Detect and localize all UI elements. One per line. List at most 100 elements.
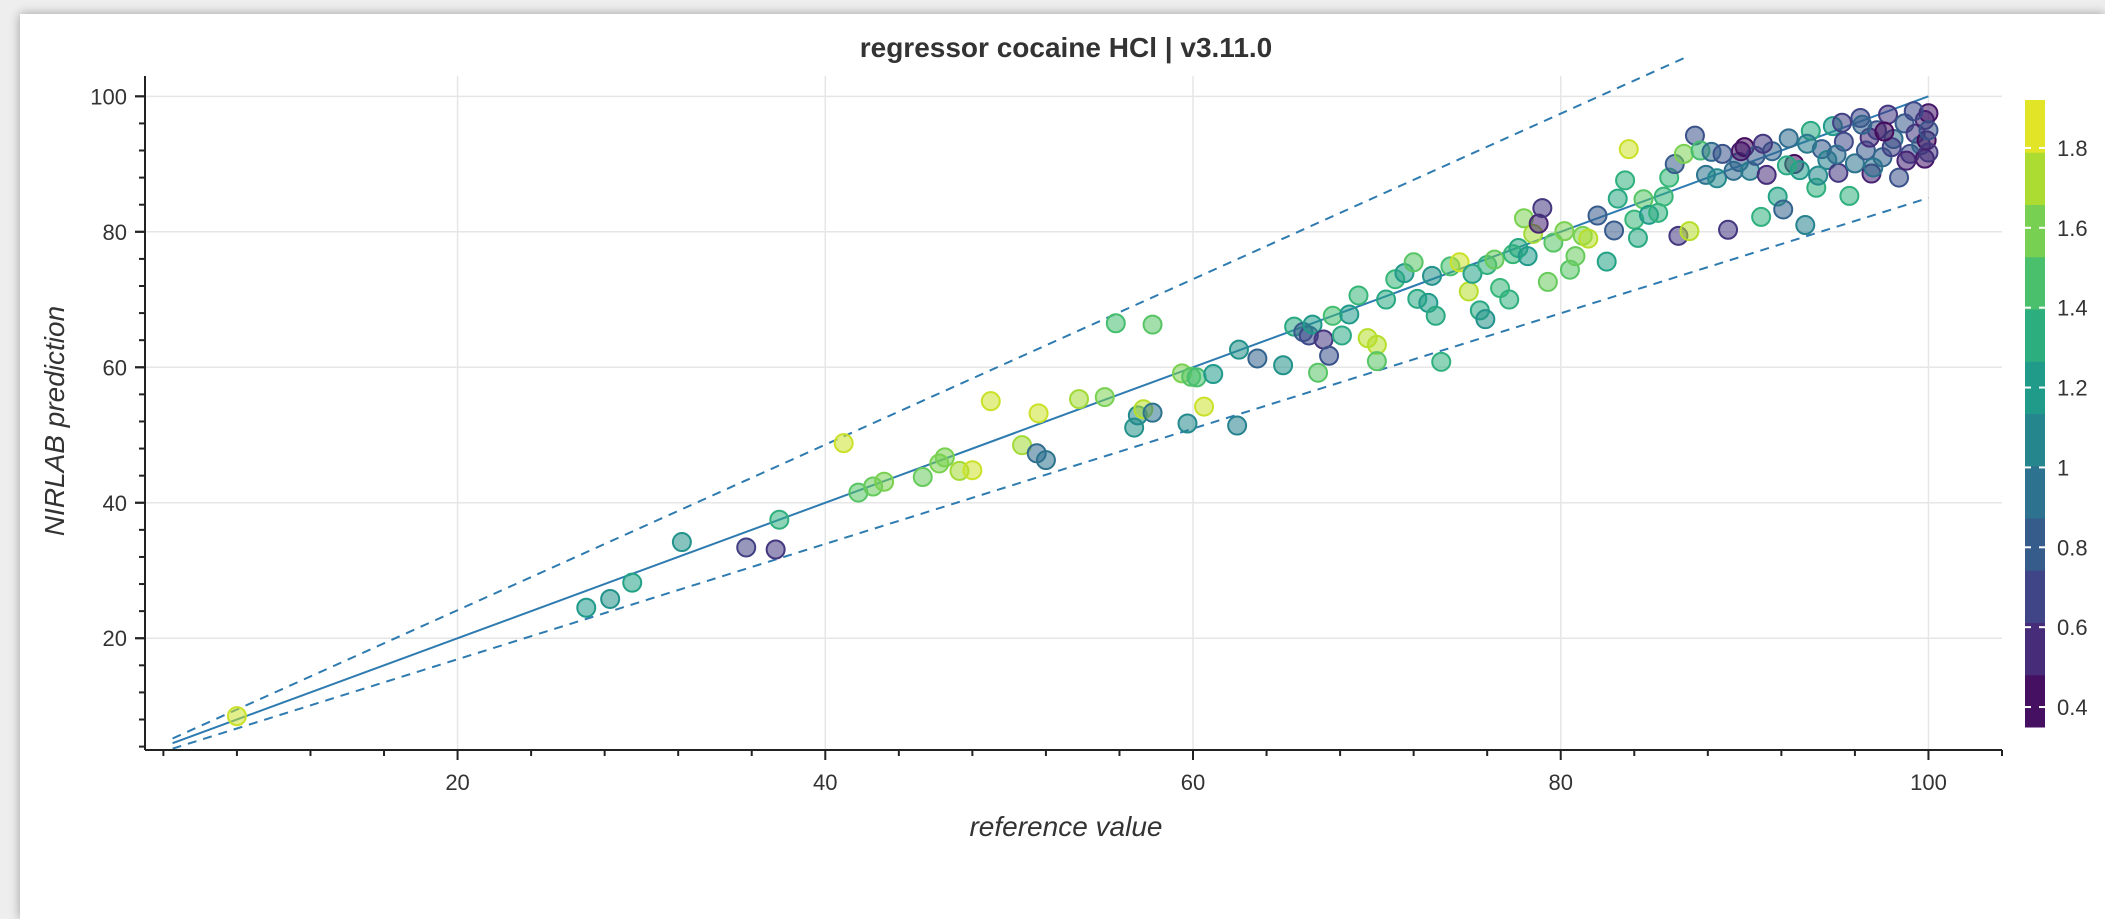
reference-lines bbox=[172, 54, 1929, 750]
colorbar-segment bbox=[2025, 100, 2045, 153]
data-point bbox=[1896, 150, 1917, 171]
data-point bbox=[765, 539, 786, 560]
data-point bbox=[1852, 114, 1873, 135]
colorbar-tick-label: 0.6 bbox=[2057, 615, 2088, 640]
colorbar-tick-label: 1.6 bbox=[2057, 216, 2088, 241]
data-point bbox=[1322, 305, 1343, 326]
x-tick-label: 20 bbox=[445, 770, 469, 795]
axes: 20 40 60 80 100 20 40 60 80 100 bbox=[90, 76, 2003, 795]
data-point bbox=[1203, 364, 1224, 385]
data-point bbox=[1604, 220, 1625, 241]
data-point bbox=[1839, 185, 1860, 206]
chart-card: regressor cocaine HCl | v3.11.0 referenc… bbox=[20, 14, 2105, 919]
data-point bbox=[1752, 133, 1773, 154]
colorbar-segment bbox=[2025, 622, 2045, 676]
colorbar-segment bbox=[2025, 204, 2045, 258]
data-point bbox=[1596, 251, 1617, 272]
data-point bbox=[1499, 289, 1520, 310]
lower-bound-line bbox=[172, 196, 1929, 750]
y-tick-label: 40 bbox=[103, 491, 127, 516]
colorbar-segment bbox=[2025, 256, 2045, 310]
data-point bbox=[1832, 112, 1853, 133]
colorbar: 0.4 0.6 0.8 1 1.2 1.4 1.6 1.8 bbox=[2025, 100, 2088, 728]
data-point bbox=[1707, 168, 1728, 189]
colorbar-tick-label: 0.4 bbox=[2057, 695, 2088, 720]
data-point bbox=[1653, 186, 1674, 207]
data-point bbox=[576, 597, 597, 618]
y-axis-label: NIRLAB prediction bbox=[39, 306, 70, 536]
data-point bbox=[1607, 188, 1628, 209]
colorbar-tick-label: 1.8 bbox=[2057, 136, 2088, 161]
data-point bbox=[1889, 167, 1910, 188]
data-point bbox=[1826, 144, 1847, 165]
data-point bbox=[1308, 362, 1329, 383]
data-point bbox=[1069, 389, 1090, 410]
data-point bbox=[1718, 219, 1739, 240]
data-point bbox=[1227, 415, 1248, 436]
data-point bbox=[1730, 141, 1751, 162]
data-point bbox=[1247, 348, 1268, 369]
colorbar-segment bbox=[2025, 413, 2045, 467]
y-tick-label: 60 bbox=[103, 355, 127, 380]
colorbar-segment bbox=[2025, 570, 2045, 623]
data-point bbox=[1177, 413, 1198, 434]
data-point bbox=[1105, 313, 1126, 334]
data-point bbox=[1186, 367, 1207, 388]
data-point bbox=[1776, 155, 1797, 176]
data-point bbox=[1751, 206, 1772, 227]
data-point bbox=[1828, 162, 1849, 183]
data-point bbox=[1618, 139, 1639, 160]
data-point bbox=[1228, 339, 1249, 360]
data-point bbox=[1425, 305, 1446, 326]
data-point bbox=[912, 467, 933, 488]
data-point bbox=[1795, 215, 1816, 236]
data-point bbox=[1194, 396, 1215, 417]
data-point bbox=[1532, 198, 1553, 219]
y-tick-label: 80 bbox=[103, 220, 127, 245]
data-point bbox=[736, 537, 757, 558]
colorbar-segment bbox=[2025, 674, 2045, 728]
data-point bbox=[1903, 101, 1924, 122]
data-point bbox=[769, 509, 790, 530]
data-point bbox=[1918, 120, 1939, 141]
x-axis-label: reference value bbox=[969, 811, 1162, 842]
colorbar-segment bbox=[2025, 465, 2045, 519]
data-point bbox=[1517, 246, 1538, 267]
data-point bbox=[1778, 128, 1799, 149]
data-point bbox=[1627, 227, 1648, 248]
data-point bbox=[1773, 199, 1794, 220]
scatter-plot: regressor cocaine HCl | v3.11.0 referenc… bbox=[39, 32, 2088, 842]
data-point bbox=[1578, 228, 1599, 249]
data-point bbox=[1878, 104, 1899, 125]
x-tick-label: 100 bbox=[1910, 770, 1947, 795]
y-tick-label: 100 bbox=[90, 84, 127, 109]
colorbar-tick-label: 1 bbox=[2057, 455, 2069, 480]
data-point bbox=[833, 433, 854, 454]
y-tick-label: 20 bbox=[103, 626, 127, 651]
data-points bbox=[226, 101, 1939, 727]
data-point bbox=[980, 391, 1001, 412]
data-point bbox=[1554, 221, 1575, 242]
data-point bbox=[1797, 133, 1818, 154]
data-point bbox=[1142, 402, 1163, 423]
data-point bbox=[1484, 249, 1505, 270]
colorbar-segment bbox=[2025, 309, 2045, 362]
x-tick-label: 80 bbox=[1548, 770, 1572, 795]
data-point bbox=[622, 572, 643, 593]
chart-title: regressor cocaine HCl | v3.11.0 bbox=[860, 32, 1273, 63]
upper-bound-line bbox=[172, 54, 1690, 740]
data-point bbox=[1537, 271, 1558, 292]
data-point bbox=[1449, 252, 1470, 273]
data-point bbox=[671, 532, 692, 553]
data-point bbox=[1319, 345, 1340, 366]
data-point bbox=[1366, 351, 1387, 372]
data-point bbox=[1431, 351, 1452, 372]
data-point bbox=[1422, 265, 1443, 286]
data-point bbox=[1028, 403, 1049, 424]
data-point bbox=[1348, 285, 1369, 306]
data-point bbox=[1918, 142, 1939, 163]
colorbar-segment bbox=[2025, 152, 2045, 205]
data-point bbox=[1094, 387, 1115, 408]
data-point bbox=[1615, 170, 1636, 191]
data-point bbox=[1458, 281, 1479, 302]
